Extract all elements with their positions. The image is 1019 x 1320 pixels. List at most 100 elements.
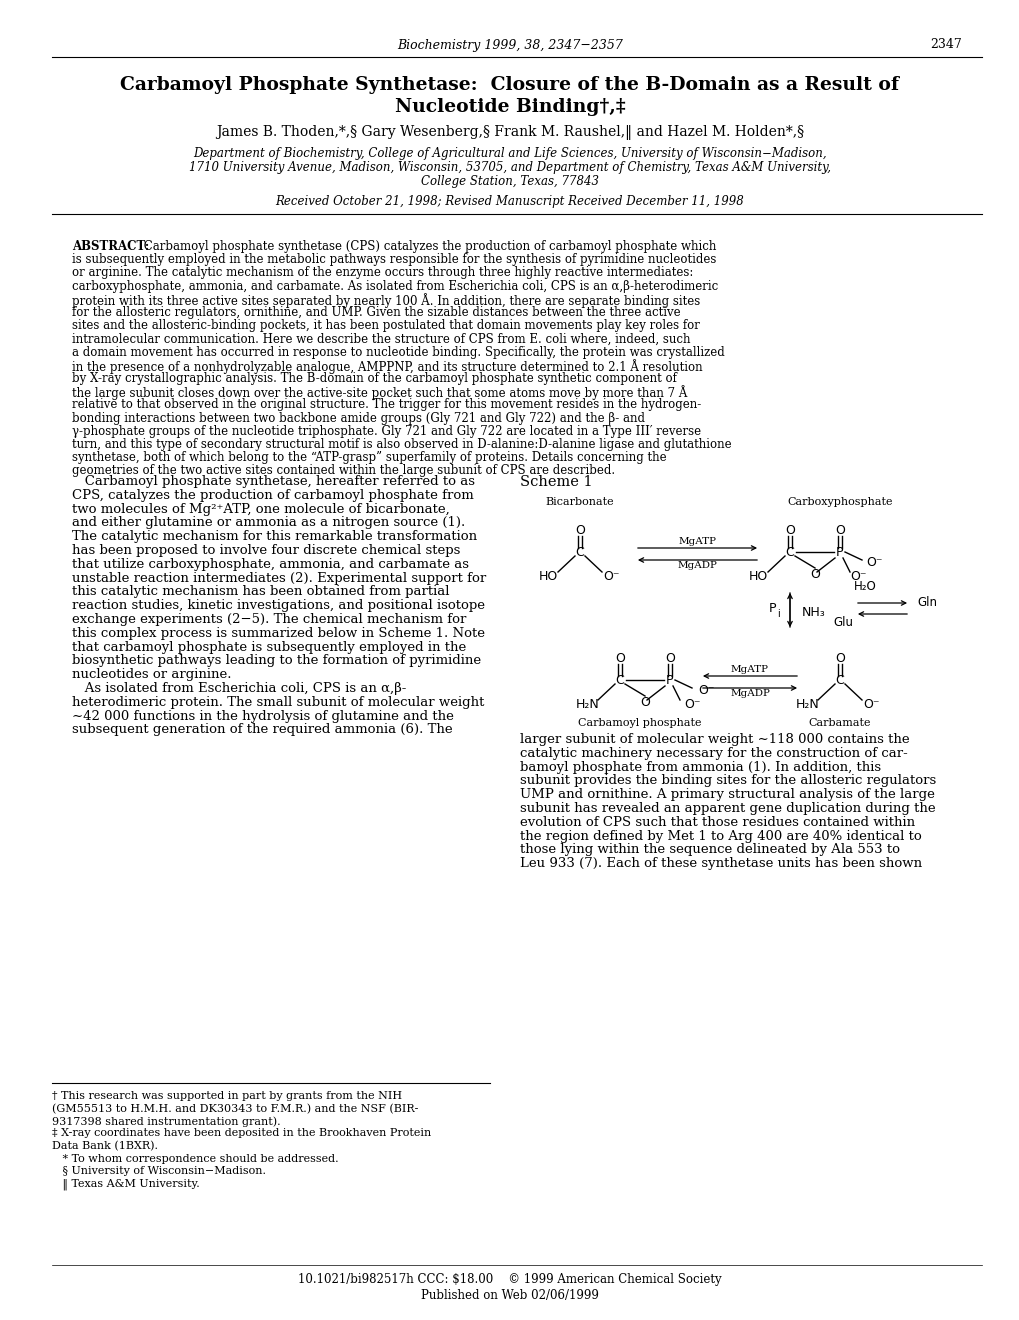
Text: O⁻: O⁻: [865, 556, 881, 569]
Text: is subsequently employed in the metabolic pathways responsible for the synthesis: is subsequently employed in the metaboli…: [72, 253, 715, 267]
Text: MgADP: MgADP: [730, 689, 769, 698]
Text: and either glutamine or ammonia as a nitrogen source (1).: and either glutamine or ammonia as a nit…: [72, 516, 465, 529]
Text: in the presence of a nonhydrolyzable analogue, AMPPNP, and its structure determi: in the presence of a nonhydrolyzable ana…: [72, 359, 702, 374]
Text: MgADP: MgADP: [677, 561, 716, 570]
Text: † This research was supported in part by grants from the NIH: † This research was supported in part by…: [52, 1092, 401, 1101]
Text: Carbamoyl phosphate synthetase, hereafter referred to as: Carbamoyl phosphate synthetase, hereafte…: [72, 475, 475, 488]
Text: Carboxyphosphate: Carboxyphosphate: [787, 498, 892, 507]
Text: O⁻: O⁻: [863, 697, 879, 710]
Text: that carbamoyl phosphate is subsequently employed in the: that carbamoyl phosphate is subsequently…: [72, 640, 466, 653]
Text: The catalytic mechanism for this remarkable transformation: The catalytic mechanism for this remarka…: [72, 531, 477, 544]
Text: Department of Biochemistry, College of Agricultural and Life Sciences, Universit: Department of Biochemistry, College of A…: [193, 147, 826, 160]
Text: Bicarbonate: Bicarbonate: [545, 498, 613, 507]
Text: Scheme 1: Scheme 1: [520, 475, 592, 488]
Text: O: O: [785, 524, 794, 536]
Text: O: O: [664, 652, 675, 664]
Text: O⁻: O⁻: [684, 697, 700, 710]
Text: HO: HO: [748, 569, 767, 582]
Text: O: O: [835, 652, 844, 664]
Text: catalytic machinery necessary for the construction of car-: catalytic machinery necessary for the co…: [520, 747, 907, 760]
Text: subsequent generation of the required ammonia (6). The: subsequent generation of the required am…: [72, 723, 452, 737]
Text: UMP and ornithine. A primary structural analysis of the large: UMP and ornithine. A primary structural …: [520, 788, 934, 801]
Text: geometries of the two active sites contained within the large subunit of CPS are: geometries of the two active sites conta…: [72, 465, 614, 478]
Text: biosynthetic pathways leading to the formation of pyrimidine: biosynthetic pathways leading to the for…: [72, 655, 481, 668]
Text: that utilize carboxyphosphate, ammonia, and carbamate as: that utilize carboxyphosphate, ammonia, …: [72, 558, 469, 570]
Text: the large subunit closes down over the active-site pocket such that some atoms m: the large subunit closes down over the a…: [72, 385, 687, 400]
Text: i: i: [776, 609, 780, 619]
Text: 10.1021/bi982517h CCC: $18.00    © 1999 American Chemical Society: 10.1021/bi982517h CCC: $18.00 © 1999 Ame…: [298, 1274, 721, 1287]
Text: Nucleotide Binding†,‡: Nucleotide Binding†,‡: [394, 98, 625, 116]
Text: the region defined by Met 1 to Arg 400 are 40% identical to: the region defined by Met 1 to Arg 400 a…: [520, 829, 921, 842]
Text: bamoyl phosphate from ammonia (1). In addition, this: bamoyl phosphate from ammonia (1). In ad…: [520, 760, 880, 774]
Text: synthetase, both of which belong to the “ATP-grasp” superfamily of proteins. Det: synthetase, both of which belong to the …: [72, 451, 666, 465]
Text: Received October 21, 1998; Revised Manuscript Received December 11, 1998: Received October 21, 1998; Revised Manus…: [275, 195, 744, 209]
Text: O: O: [640, 696, 649, 709]
Text: C: C: [575, 545, 584, 558]
Text: ‡ X-ray coordinates have been deposited in the Brookhaven Protein: ‡ X-ray coordinates have been deposited …: [52, 1129, 431, 1138]
Text: O: O: [614, 652, 625, 664]
Text: Biochemistry 1999, 38, 2347−2357: Biochemistry 1999, 38, 2347−2357: [396, 38, 623, 51]
Text: relative to that observed in the original structure. The trigger for this moveme: relative to that observed in the origina…: [72, 399, 701, 412]
Text: Carbamoyl phosphate synthetase (CPS) catalyzes the production of carbamoyl phosp: Carbamoyl phosphate synthetase (CPS) cat…: [140, 240, 715, 253]
Text: 2347: 2347: [929, 38, 961, 51]
Text: HO: HO: [538, 569, 557, 582]
Text: O⁻: O⁻: [603, 569, 620, 582]
Text: P: P: [665, 673, 674, 686]
Text: this complex process is summarized below in Scheme 1. Note: this complex process is summarized below…: [72, 627, 484, 640]
Text: * To whom correspondence should be addressed.: * To whom correspondence should be addre…: [52, 1154, 338, 1163]
Text: Data Bank (1BXR).: Data Bank (1BXR).: [52, 1140, 158, 1151]
Text: As isolated from Escherichia coli, CPS is an α,β-: As isolated from Escherichia coli, CPS i…: [72, 682, 406, 696]
Text: subunit has revealed an apparent gene duplication during the: subunit has revealed an apparent gene du…: [520, 803, 934, 814]
Text: those lying within the sequence delineated by Ala 553 to: those lying within the sequence delineat…: [520, 843, 899, 857]
Text: for the allosteric regulators, ornithine, and UMP. Given the sizable distances b: for the allosteric regulators, ornithine…: [72, 306, 680, 319]
Text: Gln: Gln: [916, 597, 936, 610]
Text: 9317398 shared instrumentation grant).: 9317398 shared instrumentation grant).: [52, 1115, 280, 1126]
Text: Glu: Glu: [833, 615, 852, 628]
Text: NH₃: NH₃: [801, 606, 825, 619]
Text: ∼42 000 functions in the hydrolysis of glutamine and the: ∼42 000 functions in the hydrolysis of g…: [72, 710, 453, 722]
Text: P: P: [836, 545, 843, 558]
Text: reaction studies, kinetic investigations, and positional isotope: reaction studies, kinetic investigations…: [72, 599, 484, 612]
Text: Leu 933 (7). Each of these synthetase units has been shown: Leu 933 (7). Each of these synthetase un…: [520, 857, 921, 870]
Text: § University of Wisconsin−Madison.: § University of Wisconsin−Madison.: [52, 1166, 266, 1176]
Text: unstable reaction intermediates (2). Experimental support for: unstable reaction intermediates (2). Exp…: [72, 572, 486, 585]
Text: subunit provides the binding sites for the allosteric regulators: subunit provides the binding sites for t…: [520, 775, 935, 788]
Text: O: O: [809, 568, 819, 581]
Text: O: O: [575, 524, 584, 536]
Text: protein with its three active sites separated by nearly 100 Å. In addition, ther: protein with its three active sites sepa…: [72, 293, 700, 308]
Text: has been proposed to involve four discrete chemical steps: has been proposed to involve four discre…: [72, 544, 460, 557]
Text: MgATP: MgATP: [731, 665, 768, 675]
Text: heterodimeric protein. The small subunit of molecular weight: heterodimeric protein. The small subunit…: [72, 696, 484, 709]
Text: O: O: [835, 524, 844, 536]
Text: C: C: [615, 673, 624, 686]
Text: Carbamoyl phosphate: Carbamoyl phosphate: [578, 718, 701, 729]
Text: larger subunit of molecular weight ∼118 000 contains the: larger subunit of molecular weight ∼118 …: [520, 733, 909, 746]
Text: exchange experiments (2−5). The chemical mechanism for: exchange experiments (2−5). The chemical…: [72, 612, 466, 626]
Text: H₂O: H₂O: [853, 579, 875, 593]
Text: Carbamate: Carbamate: [808, 718, 870, 729]
Text: ABSTRACT:: ABSTRACT:: [72, 240, 149, 253]
Text: James B. Thoden,*,§ Gary Wesenberg,§ Frank M. Raushel,‖ and Hazel M. Holden*,§: James B. Thoden,*,§ Gary Wesenberg,§ Fra…: [216, 125, 803, 140]
Text: H₂N: H₂N: [576, 697, 599, 710]
Text: turn, and this type of secondary structural motif is also observed in D-alanine:: turn, and this type of secondary structu…: [72, 438, 731, 451]
Text: a domain movement has occurred in response to nucleotide binding. Specifically, : a domain movement has occurred in respon…: [72, 346, 725, 359]
Text: H₂N: H₂N: [796, 697, 819, 710]
Text: evolution of CPS such that those residues contained within: evolution of CPS such that those residue…: [520, 816, 914, 829]
Text: or arginine. The catalytic mechanism of the enzyme occurs through three highly r: or arginine. The catalytic mechanism of …: [72, 267, 693, 280]
Text: C: C: [835, 673, 844, 686]
Text: nucleotides or arginine.: nucleotides or arginine.: [72, 668, 231, 681]
Text: Published on Web 02/06/1999: Published on Web 02/06/1999: [421, 1290, 598, 1303]
Text: C: C: [785, 545, 794, 558]
Text: Carbamoyl Phosphate Synthetase:  Closure of the B-Domain as a Result of: Carbamoyl Phosphate Synthetase: Closure …: [120, 77, 899, 94]
Text: sites and the allosteric-binding pockets, it has been postulated that domain mov: sites and the allosteric-binding pockets…: [72, 319, 699, 333]
Text: by X-ray crystallographic analysis. The B-domain of the carbamoyl phosphate synt: by X-ray crystallographic analysis. The …: [72, 372, 677, 385]
Text: intramolecular communication. Here we describe the structure of CPS from E. coli: intramolecular communication. Here we de…: [72, 333, 690, 346]
Text: carboxyphosphate, ammonia, and carbamate. As isolated from Escherichia coli, CPS: carboxyphosphate, ammonia, and carbamate…: [72, 280, 717, 293]
Text: MgATP: MgATP: [678, 537, 715, 546]
Text: γ-phosphate groups of the nucleotide triphosphate. Gly 721 and Gly 722 are locat: γ-phosphate groups of the nucleotide tri…: [72, 425, 700, 438]
Text: College Station, Texas, 77843: College Station, Texas, 77843: [421, 174, 598, 187]
Text: bonding interactions between two backbone amide groups (Gly 721 and Gly 722) and: bonding interactions between two backbon…: [72, 412, 644, 425]
Text: P: P: [767, 602, 775, 615]
Text: this catalytic mechanism has been obtained from partial: this catalytic mechanism has been obtain…: [72, 585, 449, 598]
Text: two molecules of Mg²⁺ATP, one molecule of bicarbonate,: two molecules of Mg²⁺ATP, one molecule o…: [72, 503, 449, 516]
